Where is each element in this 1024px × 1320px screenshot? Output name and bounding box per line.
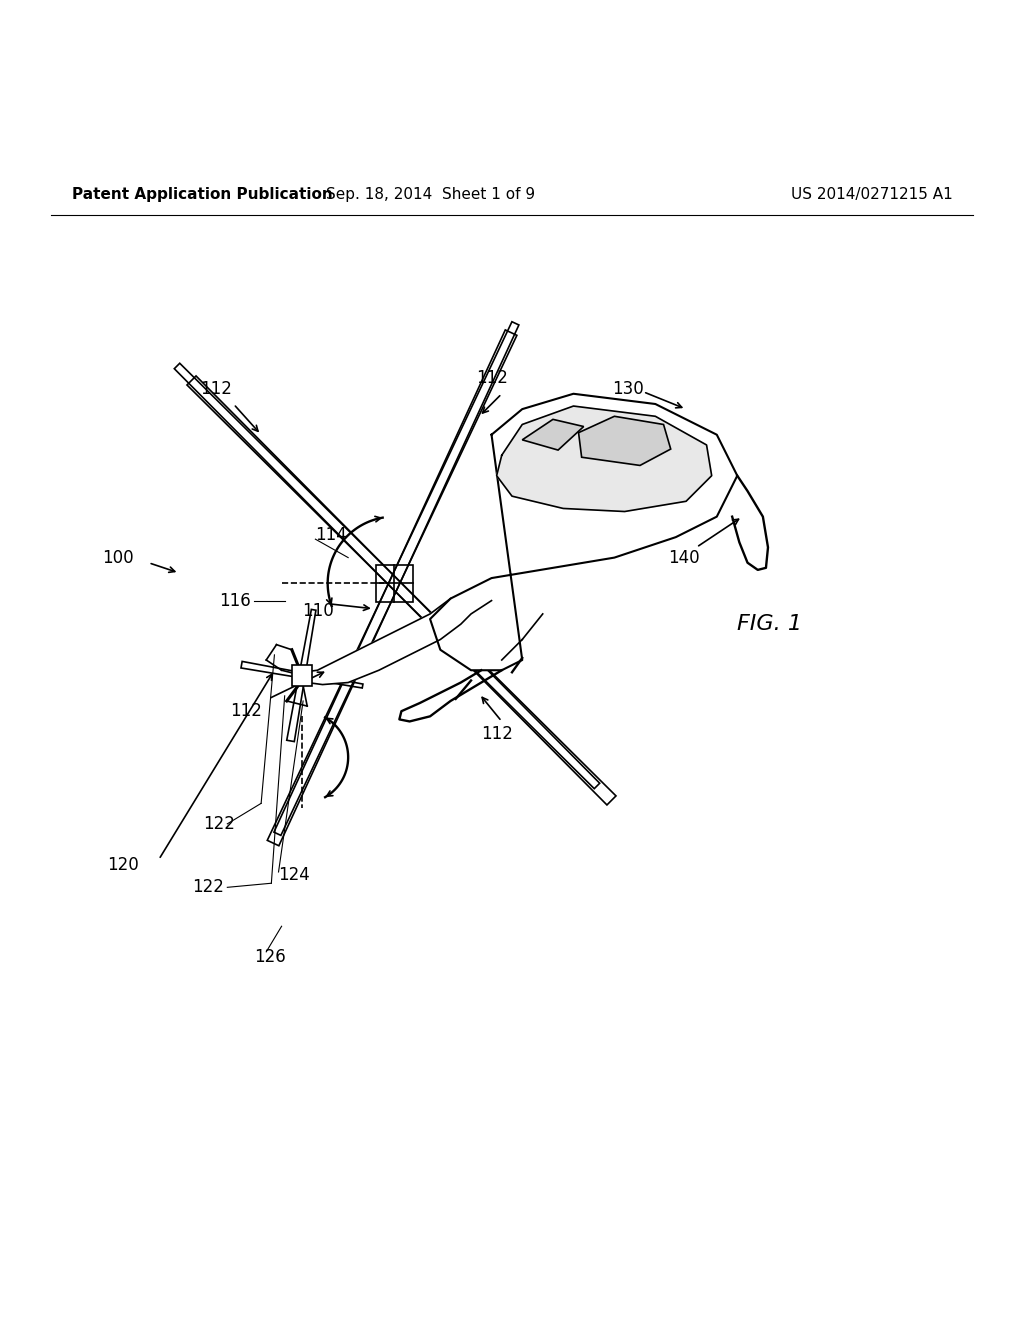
Text: 124: 124 [279,866,310,884]
Text: 112: 112 [481,725,513,743]
Text: FIG. 1: FIG. 1 [737,614,802,634]
Text: Sep. 18, 2014  Sheet 1 of 9: Sep. 18, 2014 Sheet 1 of 9 [326,186,535,202]
Polygon shape [430,393,737,671]
Text: 114: 114 [315,527,347,544]
Text: 122: 122 [203,814,234,833]
Polygon shape [579,416,671,466]
Text: 122: 122 [193,878,224,896]
Polygon shape [522,420,584,450]
Text: 112: 112 [230,702,262,721]
Polygon shape [302,598,492,685]
Polygon shape [497,407,712,512]
Text: 100: 100 [102,549,134,566]
Text: 140: 140 [668,549,699,566]
Polygon shape [732,475,768,570]
Text: 120: 120 [108,855,139,874]
Polygon shape [292,665,312,685]
Text: 112: 112 [476,370,508,387]
Text: 126: 126 [254,948,286,966]
Text: 112: 112 [200,380,231,397]
Text: 110: 110 [302,602,334,620]
Text: 130: 130 [612,380,644,397]
Text: Patent Application Publication: Patent Application Publication [72,186,333,202]
Text: 116: 116 [219,591,251,610]
Text: US 2014/0271215 A1: US 2014/0271215 A1 [791,186,952,202]
